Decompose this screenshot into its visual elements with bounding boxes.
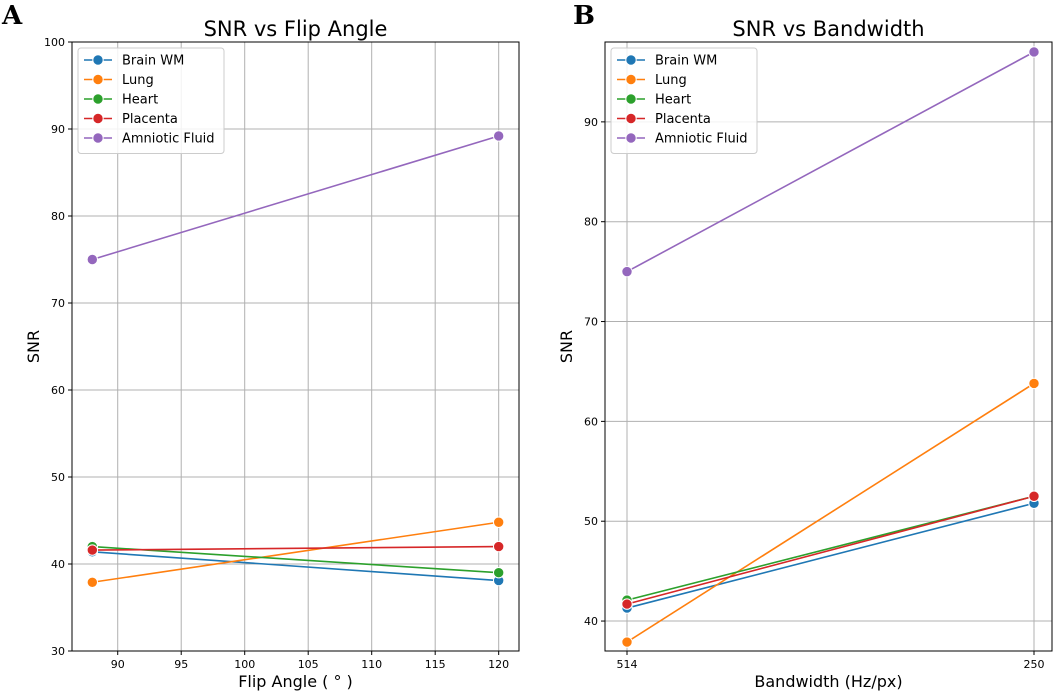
y-axis-label: SNR xyxy=(557,330,576,363)
legend-label: Brain WM xyxy=(122,54,184,69)
y-tick-label: 30 xyxy=(51,645,65,658)
data-point xyxy=(1028,46,1040,58)
legend-label: Amniotic Fluid xyxy=(122,132,215,147)
data-point xyxy=(86,544,99,556)
data-point xyxy=(86,253,99,266)
series-line xyxy=(92,545,499,574)
plot-frame xyxy=(604,41,1053,652)
x-tick-label: 514 xyxy=(617,658,638,671)
y-tick-label: 100 xyxy=(44,36,65,49)
series-line xyxy=(626,502,1035,609)
y-tick-label: 80 xyxy=(51,210,65,223)
x-tick-label: 250 xyxy=(1024,658,1045,671)
y-tick-label: 70 xyxy=(51,297,65,310)
y-tick-label: 60 xyxy=(584,415,598,428)
legend-label: Heart xyxy=(122,93,158,108)
data-point xyxy=(492,130,505,142)
x-tick-label: 100 xyxy=(234,658,255,671)
legend-marker xyxy=(625,132,637,144)
legend-label: Placenta xyxy=(655,112,711,127)
panel-b: B SNR vs Bandwidth 514 250 40 50 60 70 80 90 Bandw… xyxy=(557,1,1053,691)
x-tick-label: 115 xyxy=(425,658,446,671)
data-point xyxy=(1028,377,1040,390)
x-tick-label: 95 xyxy=(174,658,188,671)
chart-title: SNR vs Flip Angle xyxy=(204,17,388,41)
panel-a: A SNR vs Flip Angle 90 95 100 105 110 115 120 30 4… xyxy=(1,1,520,691)
legend-marker xyxy=(625,112,637,125)
series-line xyxy=(626,495,1035,605)
x-tick-label: 105 xyxy=(298,658,319,671)
data-point xyxy=(621,598,633,610)
legend-marker xyxy=(92,132,104,144)
legend-label: Lung xyxy=(122,73,154,88)
legend-label: Lung xyxy=(655,73,687,88)
y-tick-label: 40 xyxy=(584,615,598,628)
legend-label: Brain WM xyxy=(655,54,717,69)
series-line xyxy=(92,135,499,261)
y-tick-label: 80 xyxy=(584,216,598,229)
y-axis-label: SNR xyxy=(24,330,43,363)
legend-box xyxy=(77,47,225,154)
legend-marker xyxy=(625,54,637,66)
legend-marker xyxy=(92,54,104,66)
plot-frame xyxy=(71,41,520,652)
panel-letter: A xyxy=(1,1,23,31)
series-line xyxy=(92,545,499,551)
legend-label: Amniotic Fluid xyxy=(655,132,748,147)
data-point xyxy=(621,265,633,278)
series-line xyxy=(626,51,1035,273)
legend-box xyxy=(610,47,758,154)
series-line xyxy=(92,551,499,582)
legend-marker xyxy=(625,73,637,86)
x-axis-label: Flip Angle ( ° ) xyxy=(238,672,353,691)
legend-marker xyxy=(92,93,104,105)
y-tick-label: 40 xyxy=(51,558,65,571)
data-point xyxy=(621,636,633,648)
legend-marker xyxy=(92,112,104,125)
y-tick-label: 50 xyxy=(584,515,598,528)
legend-marker xyxy=(92,73,104,86)
panel-letter: B xyxy=(573,1,595,31)
legend-label: Heart xyxy=(655,93,691,108)
data-point xyxy=(492,567,505,579)
x-axis-label: Bandwidth (Hz/px) xyxy=(754,672,902,691)
data-point xyxy=(1028,490,1040,502)
y-tick-label: 50 xyxy=(51,471,65,484)
series-line xyxy=(626,382,1035,643)
chart-title: SNR vs Bandwidth xyxy=(732,17,924,41)
data-point xyxy=(492,540,505,553)
x-tick-label: 120 xyxy=(488,658,509,671)
y-tick-label: 70 xyxy=(584,316,598,329)
legend-label: Placenta xyxy=(122,112,178,127)
y-tick-label: 60 xyxy=(51,384,65,397)
y-tick-label: 90 xyxy=(51,123,65,136)
data-point xyxy=(492,516,505,528)
legend-marker xyxy=(625,93,637,105)
y-tick-label: 90 xyxy=(584,116,598,129)
series-line xyxy=(92,521,499,584)
data-point xyxy=(86,576,99,588)
x-tick-label: 90 xyxy=(111,658,125,671)
x-tick-label: 110 xyxy=(361,658,382,671)
